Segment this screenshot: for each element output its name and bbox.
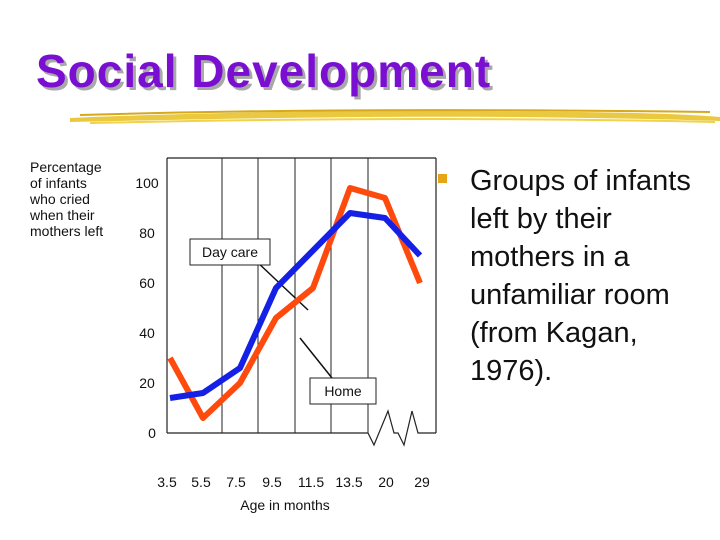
annotation-box <box>189 238 271 266</box>
annotation-labels: Day care Home <box>189 238 377 405</box>
y-tick-label: 60 <box>139 275 155 291</box>
annotation-leaders <box>254 259 333 379</box>
home-leader <box>299 337 333 379</box>
series-lines <box>167 185 423 421</box>
slide-title: Social Development <box>36 45 492 97</box>
x-axis-with-break <box>167 409 436 447</box>
y-tick-label: 40 <box>139 325 155 341</box>
x-tick-label: 7.5 <box>226 474 246 490</box>
x-tick-label: 9.5 <box>262 474 282 490</box>
y-tick-label: 20 <box>139 375 155 391</box>
x-tick-label: 13.5 <box>335 474 362 490</box>
x-tick-label: 5.5 <box>191 474 211 490</box>
x-tick-label: 29 <box>414 474 430 490</box>
bullet-text: Groups of infants left by their mothers … <box>470 165 691 387</box>
y-tick-label: 0 <box>148 425 156 441</box>
x-tick-label: 11.5 <box>298 474 324 490</box>
y-axis-label-line: Percentage <box>30 159 102 175</box>
bullet-marker <box>438 174 447 183</box>
series-line-home <box>169 210 423 401</box>
axes <box>166 157 437 447</box>
day-care-label: Day care <box>202 244 258 260</box>
y-axis-label-line: of infants <box>30 175 87 191</box>
title-underline-brush <box>70 109 720 124</box>
x-tick-label: 3.5 <box>157 474 177 490</box>
y-axis-label-line: mothers left <box>30 223 103 239</box>
x-tick-labels: 3.5 5.5 7.5 9.5 11.5 13.5 20 29 <box>157 474 430 490</box>
y-axis-label-line: who cried <box>29 191 90 207</box>
annotation-box <box>309 377 377 405</box>
home-label: Home <box>324 383 362 399</box>
y-tick-label: 100 <box>135 175 159 191</box>
y-tick-label: 80 <box>139 225 155 241</box>
y-tick-labels: 0 20 40 60 80 100 <box>135 175 159 441</box>
x-axis-label: Age in months <box>240 497 330 513</box>
series-line-day-care <box>167 185 423 421</box>
x-tick-label: 20 <box>378 474 394 490</box>
y-axis-label-line: when their <box>29 207 95 223</box>
